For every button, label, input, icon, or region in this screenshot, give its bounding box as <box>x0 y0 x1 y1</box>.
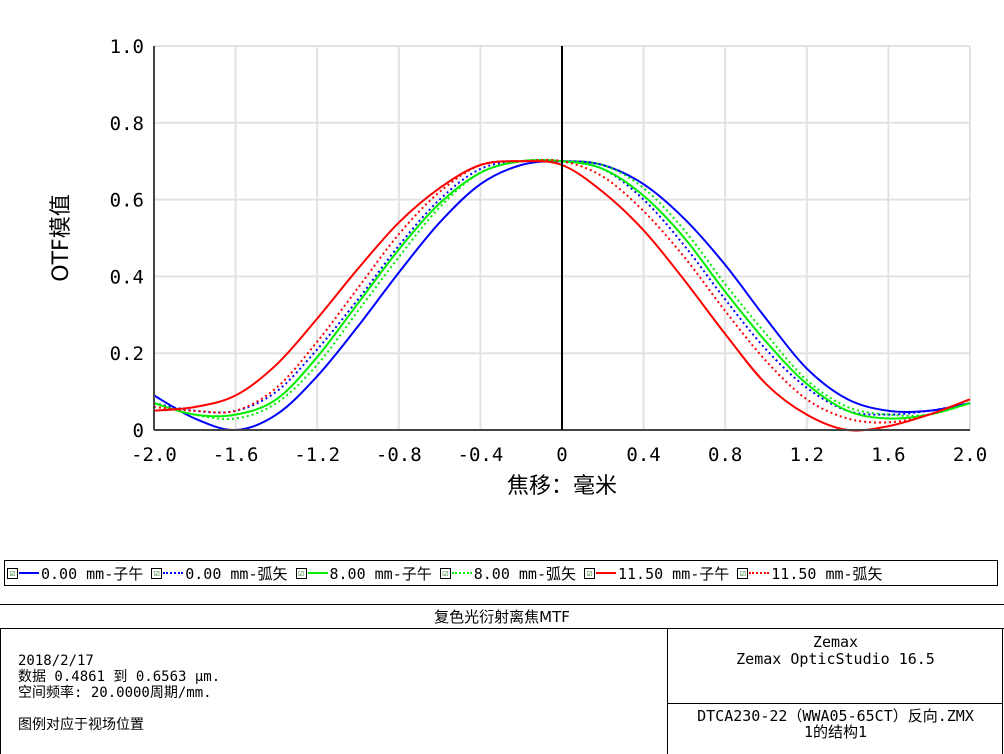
legend-checkbox-icon[interactable]: ☑ <box>295 567 307 579</box>
x-tick-label: 2.0 <box>953 444 987 466</box>
y-tick-label: 0.8 <box>110 113 144 135</box>
footer-wavelength: 数据 0.4861 到 0.6563 µm. <box>18 669 221 685</box>
footer-date: 2018/2/17 <box>18 653 94 669</box>
legend-item-6[interactable]: ☑ 11.50 mm-弧矢 <box>737 563 883 584</box>
legend-item-4[interactable]: ☑ 8.00 mm-弧矢 <box>439 563 576 584</box>
chart-legend: ☑ 0.00 mm-子午 ☑ 0.00 mm-弧矢 ☑ 8.00 mm-子午 ☑ 8.00 m… <box>4 560 998 586</box>
x-tick-label: 0.4 <box>626 444 660 466</box>
legend-label: 8.00 mm-子午 <box>329 564 432 583</box>
legend-item-2[interactable]: ☑ 0.00 mm-弧矢 <box>151 563 288 584</box>
y-tick-label: 0.2 <box>110 343 144 365</box>
x-tick-label: -0.4 <box>458 444 504 466</box>
chart-axes <box>153 46 970 431</box>
x-tick-label: -1.2 <box>294 444 340 466</box>
mtf-chart: -2.0 -1.6 -1.2 -0.8 -0.4 0 0.4 0.8 1.2 1.6 2.0 0 0.2… <box>49 36 987 499</box>
legend-checkbox-icon[interactable]: ☑ <box>7 567 18 579</box>
legend-line-swatch <box>749 572 770 574</box>
footer-title: 复色光衍射离焦MTF <box>0 605 1004 629</box>
legend-label: 11.50 mm-子午 <box>618 564 730 583</box>
legend-checkbox-icon[interactable]: ☑ <box>584 567 595 579</box>
chart-tick-labels: -2.0 -1.6 -1.2 -0.8 -0.4 0 0.4 0.8 1.2 1.6 2.0 0 0.2… <box>110 36 987 466</box>
footer-config: 1的结构1 <box>803 723 868 741</box>
y-axis-title: OTF模值 <box>49 194 74 281</box>
legend-line-swatch <box>451 572 472 574</box>
footer-file: DTCA230-22（WWA05-65CT）反向.ZMX <box>697 707 974 725</box>
footer-product: Zemax OpticStudio 16.5 <box>736 650 935 668</box>
legend-label: 0.00 mm-弧矢 <box>185 564 288 583</box>
y-tick-label: 1.0 <box>110 36 144 58</box>
footer-product-panel: Zemax Zemax OpticStudio 16.5 DTCA230-22（… <box>668 629 1003 754</box>
legend-label: 8.00 mm-弧矢 <box>473 564 576 583</box>
x-tick-label: 0 <box>556 444 567 466</box>
footer-info-panel: 2018/2/17 数据 0.4861 到 0.6563 µm. 空间频率: 2… <box>0 629 668 754</box>
legend-line-swatch <box>596 572 616 574</box>
legend-label: 0.00 mm-子午 <box>41 564 144 583</box>
legend-line-swatch <box>307 572 328 574</box>
footer-frequency: 空间频率: 20.0000周期/mm. <box>18 685 212 701</box>
footer-company: Zemax <box>812 633 859 651</box>
legend-checkbox-icon[interactable]: ☑ <box>439 567 451 579</box>
legend-checkbox-icon[interactable]: ☑ <box>737 567 749 579</box>
footer-file-panel: DTCA230-22（WWA05-65CT）反向.ZMX 1的结构1 <box>668 703 1003 754</box>
x-tick-label: 1.6 <box>871 444 905 466</box>
info-footer: 复色光衍射离焦MTF 2018/2/17 数据 0.4861 到 0.6563 … <box>0 604 1004 754</box>
x-tick-label: -0.8 <box>376 444 422 466</box>
legend-label: 11.50 mm-弧矢 <box>771 564 883 583</box>
legend-line-swatch <box>19 572 39 574</box>
x-axis-title: 焦移：毫米 <box>507 474 617 499</box>
y-tick-label: 0 <box>133 420 144 442</box>
footer-legend-note: 图例对应于视场位置 <box>18 717 144 733</box>
legend-line-swatch <box>163 572 184 574</box>
y-tick-label: 0.4 <box>110 266 144 288</box>
legend-item-1[interactable]: ☑ 0.00 mm-子午 <box>7 563 143 584</box>
y-tick-label: 0.6 <box>110 190 144 212</box>
x-tick-label: 0.8 <box>708 444 742 466</box>
legend-item-5[interactable]: ☑ 11.50 mm-子午 <box>584 563 729 584</box>
legend-checkbox-icon[interactable]: ☑ <box>151 567 163 579</box>
x-tick-label: 1.2 <box>790 444 824 466</box>
x-tick-label: -2.0 <box>131 444 177 466</box>
x-tick-label: -1.6 <box>213 444 259 466</box>
legend-item-3[interactable]: ☑ 8.00 mm-子午 <box>295 563 432 584</box>
